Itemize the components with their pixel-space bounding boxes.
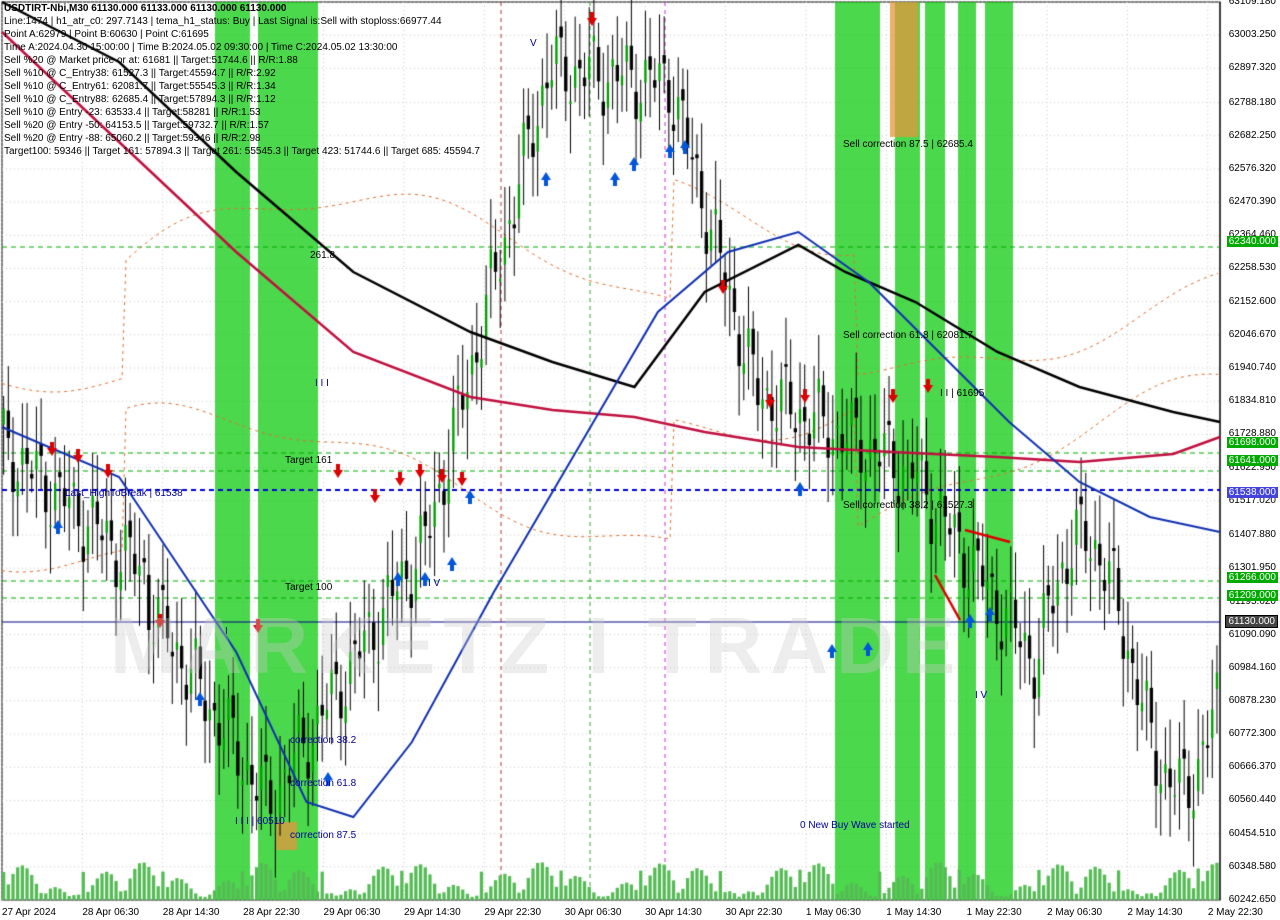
x-tick-label: 1 May 22:30	[967, 907, 1022, 918]
x-tick-label: 28 Apr 06:30	[82, 907, 139, 918]
y-highlight-label: 61130.000	[1225, 615, 1278, 628]
chart-annotation: I V	[428, 578, 440, 589]
chart-annotation: 0 New Buy Wave started	[800, 820, 910, 831]
info-line: Sell %10 @ C_Entry88: 62685.4 || Target:…	[4, 93, 480, 106]
chart-annotation: I I | 61695	[940, 388, 984, 399]
info-line: Time A:2024.04.30 15:00:00 | Time B:2024…	[4, 41, 480, 54]
y-tick-label: 62682.250	[1227, 130, 1278, 141]
chart-annotation: correction 61.8	[290, 778, 356, 789]
y-tick-label: 63003.250	[1227, 29, 1278, 40]
x-tick-label: 30 Apr 14:30	[645, 907, 702, 918]
y-tick-label: 63109.180	[1227, 0, 1278, 7]
x-tick-label: 1 May 14:30	[886, 907, 941, 918]
x-tick-label: 30 Apr 06:30	[565, 907, 622, 918]
chart-annotation: correction 87.5	[290, 830, 356, 841]
x-tick-label: 1 May 06:30	[806, 907, 861, 918]
y-tick-label: 60666.370	[1227, 761, 1278, 772]
y-tick-label: 60348.580	[1227, 861, 1278, 872]
chart-annotation: Sell correction 38.2 | 61527.3	[843, 500, 973, 511]
info-line: Sell %10 @ Entry -23: 63533.4 || Target:…	[4, 106, 480, 119]
info-line: Sell %20 @ Market price or at: 61681 || …	[4, 54, 480, 67]
y-highlight-label: 61698.000	[1227, 437, 1278, 448]
y-tick-label: 60560.440	[1227, 794, 1278, 805]
chart-info-block: USDTIRT-Nbi,M30 61130.000 61133.000 6113…	[4, 2, 480, 158]
y-tick-label: 60984.160	[1227, 662, 1278, 673]
y-highlight-label: 62340.000	[1227, 236, 1278, 247]
info-line: Sell %20 @ Entry -50: 64153.5 || Target:…	[4, 119, 480, 132]
chart-annotation: V	[530, 38, 537, 49]
y-tick-label: 62258.530	[1227, 262, 1278, 273]
info-line: Target100: 59346 || Target 161: 57894.3 …	[4, 145, 480, 158]
watermark: MARKETZ I TRADE	[110, 600, 963, 692]
x-tick-label: 28 Apr 14:30	[163, 907, 220, 918]
chart-annotation: I I I | 60510	[235, 816, 285, 827]
info-line: Sell %20 @ Entry -88: 65060.2 || Target:…	[4, 132, 480, 145]
y-highlight-label: 61266.000	[1227, 572, 1278, 583]
y-highlight-label: 61538.000	[1227, 487, 1278, 498]
symbol-line: USDTIRT-Nbi,M30 61130.000 61133.000 6113…	[4, 2, 480, 15]
y-tick-label: 61940.740	[1227, 362, 1278, 373]
chart-annotation: 261.8	[310, 250, 335, 261]
x-tick-label: 2 May 06:30	[1047, 907, 1102, 918]
info-line: Line:1474 | h1_atr_c0: 297.7143 | tema_h…	[4, 15, 480, 28]
chart-annotation: Sell correction 61.8 | 62081.7	[843, 330, 973, 341]
chart-annotation: correction 38.2	[290, 735, 356, 746]
y-tick-label: 62470.390	[1227, 196, 1278, 207]
info-line: Sell %10 @ C_Entry38: 61527.3 || Target:…	[4, 67, 480, 80]
y-tick-label: 62788.180	[1227, 97, 1278, 108]
chart-annotation: Target 100	[285, 582, 332, 593]
x-tick-label: 29 Apr 06:30	[324, 907, 381, 918]
info-lines: Line:1474 | h1_atr_c0: 297.7143 | tema_h…	[4, 15, 480, 158]
y-tick-label: 62897.320	[1227, 62, 1278, 73]
x-tick-label: 2 May 22:30	[1208, 907, 1263, 918]
y-tick-label: 60454.510	[1227, 828, 1278, 839]
x-tick-label: 28 Apr 22:30	[243, 907, 300, 918]
chart-annotation: I I I	[315, 378, 329, 389]
y-tick-label: 60242.650	[1227, 894, 1278, 905]
y-tick-label: 62152.600	[1227, 296, 1278, 307]
chart-container: MARKETZ I TRADE USDTIRT-Nbi,M30 61130.00…	[0, 0, 1280, 920]
x-tick-label: 30 Apr 22:30	[725, 907, 782, 918]
y-tick-label: 61407.880	[1227, 529, 1278, 540]
chart-annotation: Last_HighToBreak | 61538	[65, 488, 183, 499]
info-line: Sell %10 @ C_Entry61: 62081.7 || Target:…	[4, 80, 480, 93]
y-highlight-label: 61209.000	[1227, 590, 1278, 601]
x-tick-label: 29 Apr 22:30	[484, 907, 541, 918]
chart-annotation: I V	[975, 690, 987, 701]
x-tick-label: 29 Apr 14:30	[404, 907, 461, 918]
y-tick-label: 61090.090	[1227, 629, 1278, 640]
x-tick-label: 27 Apr 2024	[2, 907, 56, 918]
y-highlight-label: 61641.000	[1227, 455, 1278, 466]
y-tick-label: 62046.670	[1227, 329, 1278, 340]
y-tick-label: 62576.320	[1227, 163, 1278, 174]
chart-annotation: Target 161	[285, 455, 332, 466]
x-tick-label: 2 May 14:30	[1127, 907, 1182, 918]
y-tick-label: 60878.230	[1227, 695, 1278, 706]
chart-annotation: Sell correction 87.5 | 62685.4	[843, 139, 973, 150]
info-line: Point A:62979 | Point B:60630 | Point C:…	[4, 28, 480, 41]
y-tick-label: 60772.300	[1227, 728, 1278, 739]
y-tick-label: 61834.810	[1227, 395, 1278, 406]
